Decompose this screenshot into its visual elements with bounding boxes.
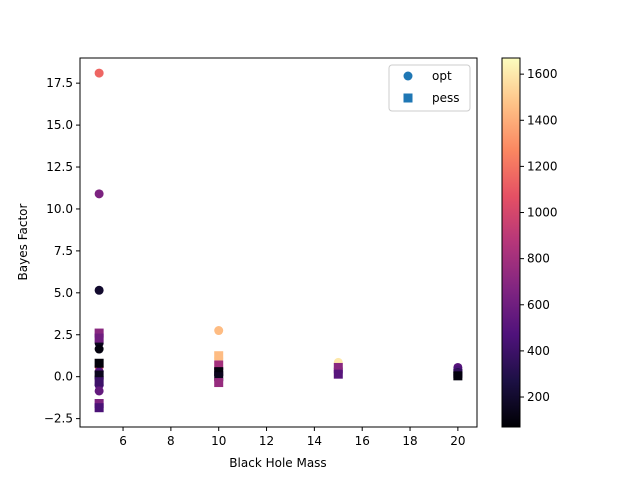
colorbar-ticks: 200 400 600 800 1000 1200 1400 1600 <box>520 67 558 404</box>
point-pess-6 <box>94 403 104 413</box>
point-pess-3 <box>94 370 104 380</box>
point-pess-9 <box>214 367 224 377</box>
colorbar-tick-label-2: 600 <box>527 298 550 312</box>
y-tick-label-4: 7.5 <box>54 244 73 258</box>
point-pess-7 <box>214 351 224 361</box>
x-axis-ticks: 6 8 10 12 14 16 18 20 <box>119 427 466 448</box>
point-pess-13 <box>333 369 343 379</box>
point-pess-11 <box>214 378 224 388</box>
x-tick-label-5: 16 <box>355 434 370 448</box>
y-tick-label-6: 12.5 <box>46 160 73 174</box>
point-pess-0 <box>94 328 104 338</box>
point-pess-1 <box>94 333 104 343</box>
legend-label-opt: opt <box>432 69 452 83</box>
y-tick-label-0: −2.5 <box>44 412 73 426</box>
point-pess-15 <box>453 371 463 381</box>
x-tick-label-2: 10 <box>211 434 226 448</box>
colorbar-tick-label-6: 1400 <box>527 113 558 127</box>
colorbar-tick-label-1: 400 <box>527 344 550 358</box>
point-pess-12 <box>333 362 343 372</box>
colorbar-tick-label-4: 1000 <box>527 206 558 220</box>
colorbar-tick-label-3: 800 <box>527 252 550 266</box>
x-tick-label-7: 20 <box>450 434 465 448</box>
legend-marker-pess <box>403 93 413 103</box>
colorbar-tick-label-7: 1600 <box>527 67 558 81</box>
x-tick-label-4: 14 <box>307 434 322 448</box>
colorbar <box>501 57 521 428</box>
point-opt-1 <box>94 189 104 199</box>
y-tick-label-7: 15.0 <box>46 118 73 132</box>
point-opt-0 <box>94 68 104 78</box>
point-pess-10 <box>214 372 224 382</box>
y-tick-label-1: 0.0 <box>54 370 73 384</box>
legend-label-pess: pess <box>432 91 460 105</box>
legend-marker-opt <box>403 71 413 81</box>
points-layer <box>94 68 463 413</box>
point-opt-9 <box>94 386 104 396</box>
y-tick-label-8: 17.5 <box>46 76 73 90</box>
x-axis-label: Black Hole Mass <box>229 456 326 470</box>
point-pess-8 <box>214 360 224 370</box>
x-tick-label-6: 18 <box>402 434 417 448</box>
y-axis-label: Bayes Factor <box>16 204 30 281</box>
point-opt-2 <box>94 285 104 295</box>
point-pess-4 <box>94 377 104 387</box>
legend: opt pess <box>388 64 471 112</box>
point-pess-2 <box>94 358 104 368</box>
y-axis-ticks: −2.5 0.0 2.5 5.0 7.5 10.0 12.5 15.0 17.5 <box>44 76 80 426</box>
colorbar-tick-label-0: 200 <box>527 390 550 404</box>
plot-frame <box>79 57 478 428</box>
y-tick-label-2: 2.5 <box>54 328 73 342</box>
x-tick-label-0: 6 <box>119 434 127 448</box>
x-tick-label-1: 8 <box>167 434 175 448</box>
plot-area <box>80 58 477 427</box>
x-tick-label-3: 12 <box>259 434 274 448</box>
y-tick-label-5: 10.0 <box>46 202 73 216</box>
colorbar-tick-label-5: 1200 <box>527 159 558 173</box>
point-opt-4 <box>94 344 104 354</box>
point-opt-10 <box>214 326 224 336</box>
y-tick-label-3: 5.0 <box>54 286 73 300</box>
